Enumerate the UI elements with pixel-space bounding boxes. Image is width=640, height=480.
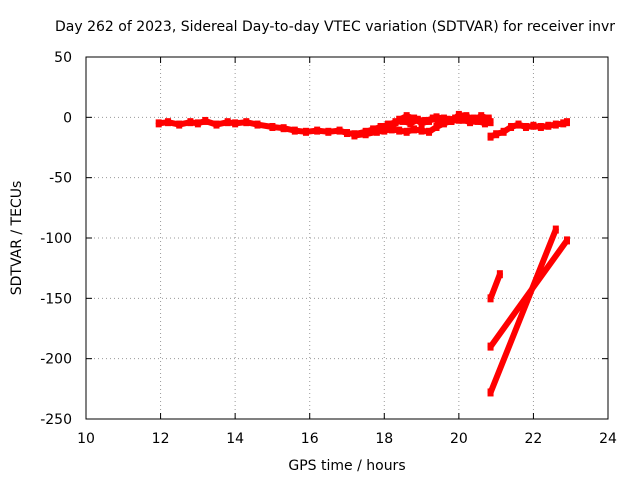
y-tick-label: -50	[49, 171, 72, 187]
data-point	[407, 119, 414, 128]
data-point	[336, 126, 343, 135]
data-point	[388, 122, 395, 131]
data-point	[224, 118, 231, 127]
data-point	[176, 120, 183, 129]
y-tick-label: -200	[40, 352, 72, 368]
x-tick-label: 18	[375, 431, 393, 447]
data-point	[487, 388, 494, 397]
series-upper-loop	[388, 110, 492, 131]
data-point	[254, 120, 261, 129]
series-late-arc	[487, 118, 570, 141]
data-point	[478, 116, 485, 125]
data-point	[187, 118, 194, 127]
data-point	[385, 120, 392, 129]
data-point	[370, 125, 377, 134]
data-point	[243, 118, 250, 127]
data-point	[455, 115, 462, 124]
data-point	[467, 118, 474, 127]
data-point	[396, 126, 403, 135]
y-axis-label: SDTVAR / TECUs	[9, 181, 25, 296]
data-point	[448, 116, 455, 125]
data-point	[314, 126, 321, 135]
data-point	[487, 132, 494, 141]
data-point	[508, 122, 515, 131]
data-point	[377, 122, 384, 131]
x-tick-label: 20	[450, 431, 468, 447]
grid-lines	[86, 57, 608, 419]
data-point	[515, 120, 522, 129]
data-point	[418, 126, 425, 135]
data-point	[545, 121, 552, 130]
data-point	[522, 122, 529, 131]
data-point	[232, 119, 239, 128]
data-point	[487, 342, 494, 351]
series-line	[487, 226, 559, 396]
y-tick-label: -250	[40, 412, 72, 428]
data-point	[351, 131, 358, 140]
data-point	[563, 236, 570, 245]
y-tick-label: -150	[40, 291, 72, 307]
data-point	[291, 126, 298, 135]
data-point	[411, 125, 418, 134]
data-point	[440, 114, 447, 123]
x-tick-label: 12	[152, 431, 170, 447]
data-point	[381, 126, 388, 135]
data-point	[165, 118, 172, 127]
series-short-dip	[487, 270, 503, 303]
data-point	[560, 119, 567, 128]
data-point	[500, 127, 507, 136]
data-point	[396, 115, 403, 124]
y-tick-label: -100	[40, 231, 72, 247]
data-point	[440, 119, 447, 128]
data-point	[530, 121, 537, 130]
data-point	[433, 122, 440, 131]
data-point	[552, 120, 559, 129]
data-point	[280, 124, 287, 133]
x-tick-label: 16	[301, 431, 319, 447]
x-tick-label: 14	[226, 431, 244, 447]
series-shallow-line	[487, 236, 570, 351]
data-point	[269, 122, 276, 131]
data-point	[302, 127, 309, 136]
y-tick-label: 50	[54, 50, 72, 66]
data-point	[362, 130, 369, 139]
data-point	[373, 127, 380, 136]
data-point	[433, 113, 440, 122]
x-tick-label: 10	[77, 431, 95, 447]
x-tick-label: 22	[525, 431, 543, 447]
data-point	[537, 122, 544, 131]
data-point	[194, 119, 201, 128]
data-point	[487, 294, 494, 303]
data-point	[496, 270, 503, 279]
axis-ticks: 10 12 14 16 18 20 22 24 50 0 -50 -100 -150 -200 -250	[40, 50, 617, 447]
data-point	[485, 114, 492, 123]
data-point	[563, 118, 570, 127]
x-axis-label: GPS time / hours	[288, 458, 405, 474]
data-point	[403, 127, 410, 136]
x-tick-label: 24	[599, 431, 617, 447]
y-tick-label: 0	[63, 110, 72, 126]
data-series-group	[155, 110, 570, 397]
data-point	[463, 112, 470, 121]
data-point	[344, 129, 350, 138]
data-point	[552, 225, 559, 234]
series-line	[487, 271, 503, 302]
data-point	[478, 112, 485, 121]
data-point	[455, 110, 462, 119]
data-point	[403, 112, 410, 121]
series-steep-line	[487, 225, 559, 397]
series-line	[487, 237, 570, 350]
data-point	[213, 120, 220, 129]
data-point	[426, 116, 433, 125]
data-point	[493, 130, 500, 139]
data-point	[325, 127, 332, 136]
data-point	[155, 119, 162, 128]
data-point	[426, 127, 433, 136]
data-point	[470, 115, 477, 124]
data-point	[411, 114, 418, 123]
chart-title: Day 262 of 2023, Sidereal Day-to-day VTE…	[55, 19, 615, 35]
data-point	[418, 119, 425, 128]
data-point	[202, 116, 209, 125]
